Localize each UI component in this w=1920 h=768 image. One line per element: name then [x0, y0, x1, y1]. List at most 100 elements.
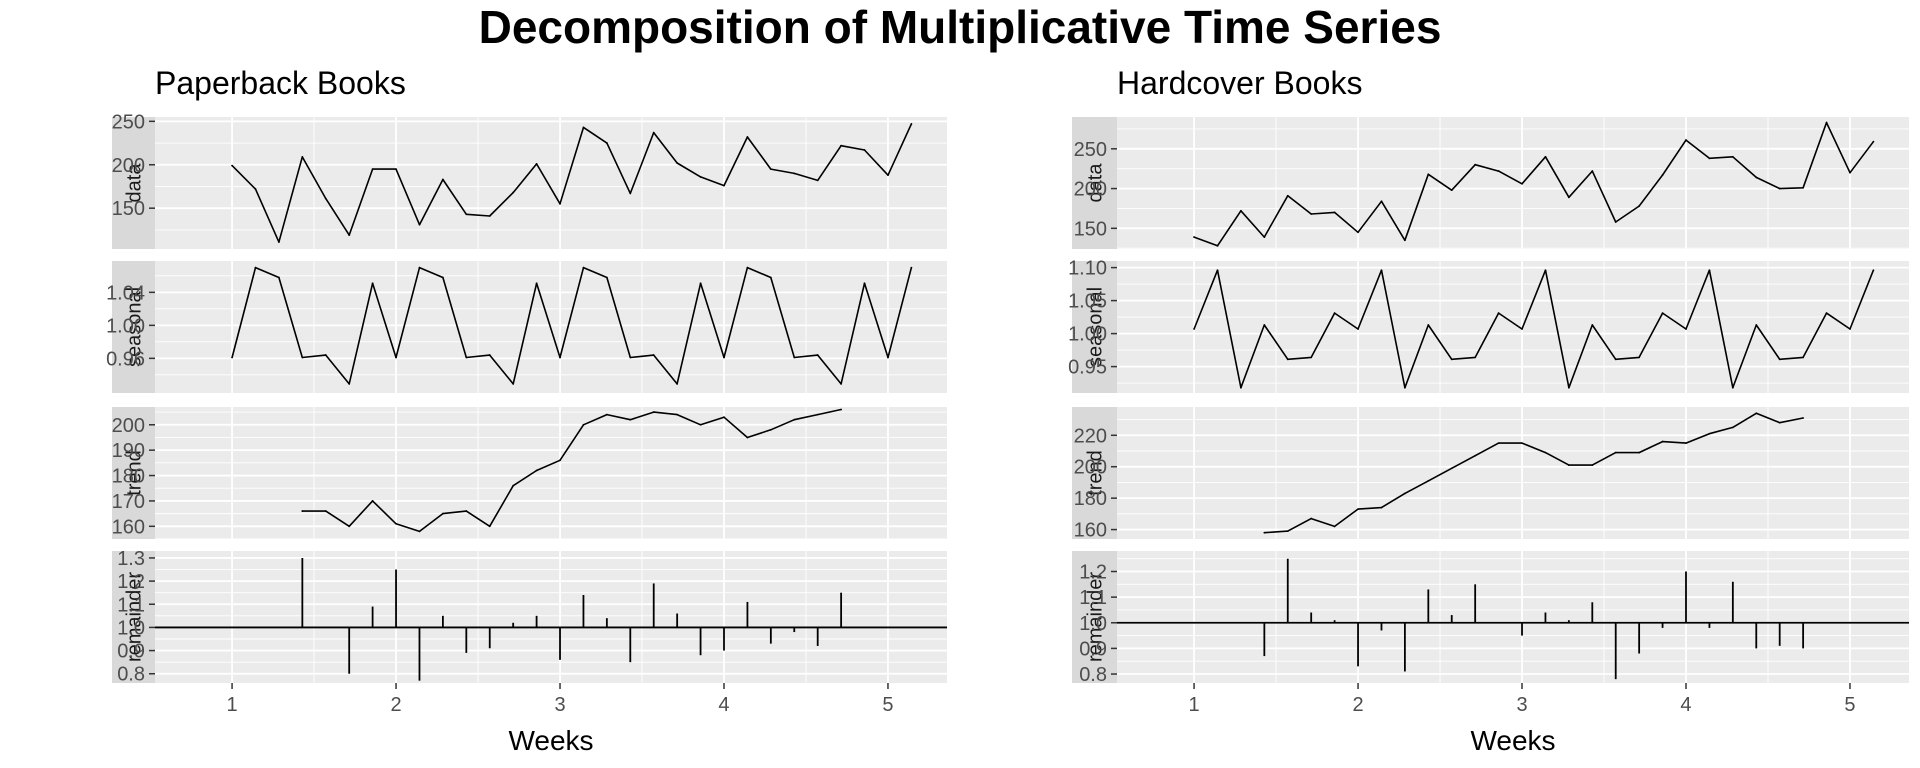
- facet-panel: [1117, 261, 1909, 393]
- data-point: [1731, 426, 1734, 429]
- facet-strip-label: seasonal: [1085, 287, 1107, 367]
- data-point: [1240, 209, 1242, 212]
- data-point: [1567, 196, 1570, 199]
- data-point: [1638, 451, 1641, 454]
- facet-strip: [112, 407, 155, 539]
- data-point: [441, 178, 444, 181]
- x-tick-label: 2: [390, 694, 401, 716]
- data-point: [746, 436, 749, 439]
- data-point: [746, 266, 749, 269]
- y-tick-label: 150: [112, 198, 145, 220]
- series-line-trend: [1264, 412, 1804, 534]
- data-point: [793, 418, 796, 421]
- facet-strip: [112, 551, 155, 683]
- data-point: [629, 192, 632, 195]
- x-tick-label: 3: [1516, 694, 1527, 716]
- facet-strip: [1072, 551, 1117, 683]
- y-tick-label: 180: [1074, 488, 1107, 510]
- data-point: [652, 411, 655, 413]
- data-point: [793, 172, 796, 175]
- data-point: [488, 525, 491, 528]
- data-point: [1427, 173, 1430, 176]
- data-point: [582, 423, 585, 426]
- data-point: [1193, 236, 1195, 238]
- data-point: [723, 416, 725, 419]
- data-point: [278, 241, 280, 243]
- data-point: [1357, 508, 1359, 511]
- data-point: [231, 356, 233, 359]
- data-point: [582, 126, 585, 129]
- data-point: [910, 266, 913, 269]
- data-point: [1193, 328, 1195, 330]
- data-point: [1661, 174, 1664, 176]
- data-point: [1708, 269, 1711, 272]
- data-point: [1685, 139, 1687, 141]
- data-point: [1731, 386, 1734, 389]
- data-point: [1661, 312, 1664, 315]
- data-point: [418, 266, 421, 269]
- data-point: [324, 197, 327, 200]
- y-tick-label: 1.2: [1079, 562, 1107, 584]
- data-point: [559, 356, 561, 359]
- y-tick-label: 180: [112, 466, 145, 488]
- data-point: [1357, 231, 1359, 234]
- data-point: [1521, 442, 1523, 445]
- facet-strip-label: remainder: [1085, 572, 1107, 662]
- data-point: [1497, 170, 1500, 172]
- data-point: [723, 184, 725, 187]
- data-point: [1591, 324, 1594, 326]
- data-point: [1544, 451, 1547, 454]
- data-point: [1216, 269, 1219, 272]
- data-point: [910, 123, 913, 125]
- facet-strip: [112, 261, 155, 393]
- data-point: [1567, 386, 1570, 389]
- data-point: [652, 354, 655, 356]
- data-point: [395, 522, 397, 525]
- data-point: [1333, 525, 1336, 528]
- data-point: [1216, 244, 1219, 247]
- data-point: [1849, 171, 1851, 174]
- data-point: [840, 144, 843, 147]
- series-line-seasonal: [231, 266, 913, 385]
- data-point: [676, 162, 679, 164]
- data-point: [324, 354, 327, 356]
- data-point: [1638, 356, 1641, 359]
- data-point: [652, 131, 655, 134]
- data-point: [1544, 155, 1547, 158]
- data-point: [1286, 358, 1289, 361]
- data-point: [371, 500, 374, 502]
- data-point: [371, 282, 374, 285]
- data-point: [1333, 312, 1336, 315]
- data-point: [1521, 182, 1523, 185]
- data-point: [254, 266, 257, 269]
- data-point: [605, 276, 608, 279]
- y-tick-label: 0.9: [117, 641, 145, 663]
- data-point: [535, 282, 538, 285]
- data-point: [769, 276, 772, 279]
- data-point: [1825, 121, 1828, 124]
- data-point: [488, 215, 491, 217]
- data-point: [441, 276, 444, 279]
- data-point: [1357, 328, 1359, 330]
- data-point: [395, 356, 397, 359]
- data-point: [1263, 324, 1266, 326]
- data-point: [559, 202, 561, 205]
- facet-strip-label: trend: [124, 450, 146, 496]
- data-point: [887, 356, 889, 359]
- data-point: [1497, 312, 1500, 315]
- x-tick-label: 1: [1189, 694, 1200, 716]
- data-point: [793, 356, 796, 359]
- data-point: [1380, 506, 1383, 509]
- data-point: [512, 484, 515, 487]
- data-point: [1661, 440, 1664, 443]
- data-point: [512, 383, 515, 385]
- y-tick-label: 1.00: [106, 315, 145, 337]
- facet-panel: [155, 117, 947, 249]
- data-point: [535, 162, 538, 165]
- chart-title: Paperback Books: [155, 65, 406, 101]
- data-point: [1731, 155, 1734, 158]
- y-tick-label: 1.0: [1079, 613, 1107, 635]
- data-point: [1614, 221, 1617, 223]
- data-point: [840, 383, 843, 385]
